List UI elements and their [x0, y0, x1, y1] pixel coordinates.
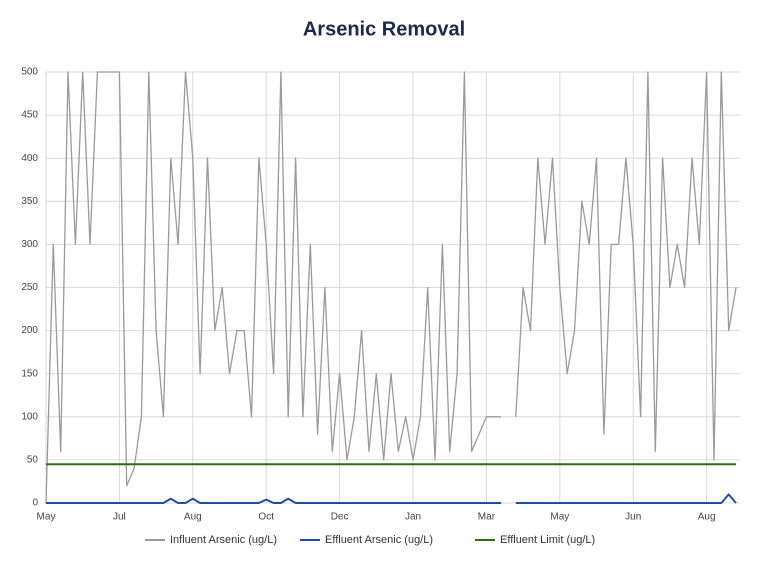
y-tick-label: 400	[21, 153, 38, 164]
x-tick-label: May	[550, 512, 569, 523]
y-tick-label: 150	[21, 368, 38, 379]
x-tick-label: Jul	[113, 512, 126, 523]
x-tick-label: Dec	[331, 512, 349, 523]
legend-label: Effluent Arsenic (ug/L)	[325, 534, 433, 546]
y-tick-label: 450	[21, 110, 38, 121]
x-tick-label: Oct	[258, 512, 274, 523]
y-tick-label: 250	[21, 282, 38, 293]
x-tick-label: May	[37, 512, 56, 523]
x-tick-label: Aug	[184, 512, 202, 523]
legend-label: Influent Arsenic (ug/L)	[170, 534, 277, 546]
y-tick-label: 0	[32, 498, 38, 509]
y-tick-label: 500	[21, 67, 38, 78]
x-tick-label: Aug	[698, 512, 716, 523]
x-tick-label: Mar	[478, 512, 496, 523]
chart-title: Arsenic Removal	[303, 18, 465, 40]
x-tick-label: Jun	[625, 512, 641, 523]
y-tick-label: 50	[27, 455, 39, 466]
x-tick-label: Jan	[405, 512, 421, 523]
y-tick-label: 100	[21, 411, 38, 422]
y-tick-label: 350	[21, 196, 38, 207]
series-line	[45, 71, 737, 504]
y-tick-label: 300	[21, 239, 38, 250]
legend-label: Effluent Limit (ug/L)	[500, 534, 595, 546]
y-tick-label: 200	[21, 325, 38, 336]
series-line	[46, 493, 737, 504]
